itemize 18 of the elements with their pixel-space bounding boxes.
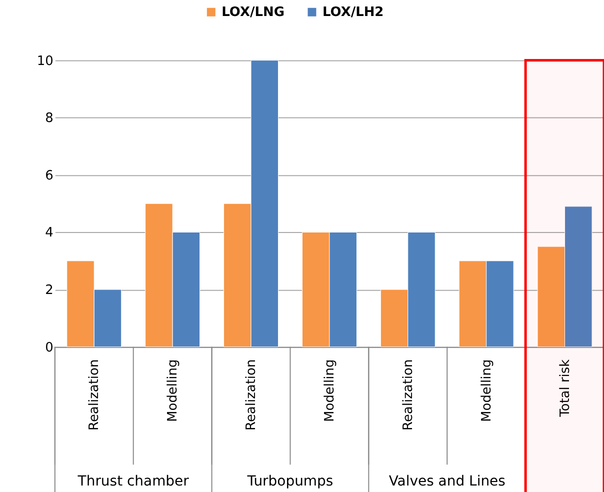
x-tick-label: Realization xyxy=(244,359,260,430)
text: Thrust chamber xyxy=(76,474,190,490)
legend-label: LOX/LH2 xyxy=(322,5,384,20)
x-tick-label: Realization xyxy=(87,359,102,430)
y-tick-label: 10 xyxy=(36,54,54,69)
text: Turbopumps xyxy=(246,474,334,490)
y-tick-label: 2 xyxy=(45,283,54,298)
x-tick-label: Modelling xyxy=(479,359,494,422)
y-tick-label: 6 xyxy=(45,168,54,184)
text: Valves and Lines xyxy=(388,474,506,490)
legend-label: LOX/LNG xyxy=(222,5,285,20)
y-tick-label: 0 xyxy=(45,340,54,356)
y-tick-label: 8 xyxy=(45,111,54,126)
x-tick-label: Modelling xyxy=(322,359,338,422)
x-tick-label: Total risk xyxy=(558,358,573,418)
y-tick-label: 4 xyxy=(45,226,54,241)
x-tick-label: Realization xyxy=(400,359,416,430)
x-tick-label: Modelling xyxy=(166,359,181,422)
